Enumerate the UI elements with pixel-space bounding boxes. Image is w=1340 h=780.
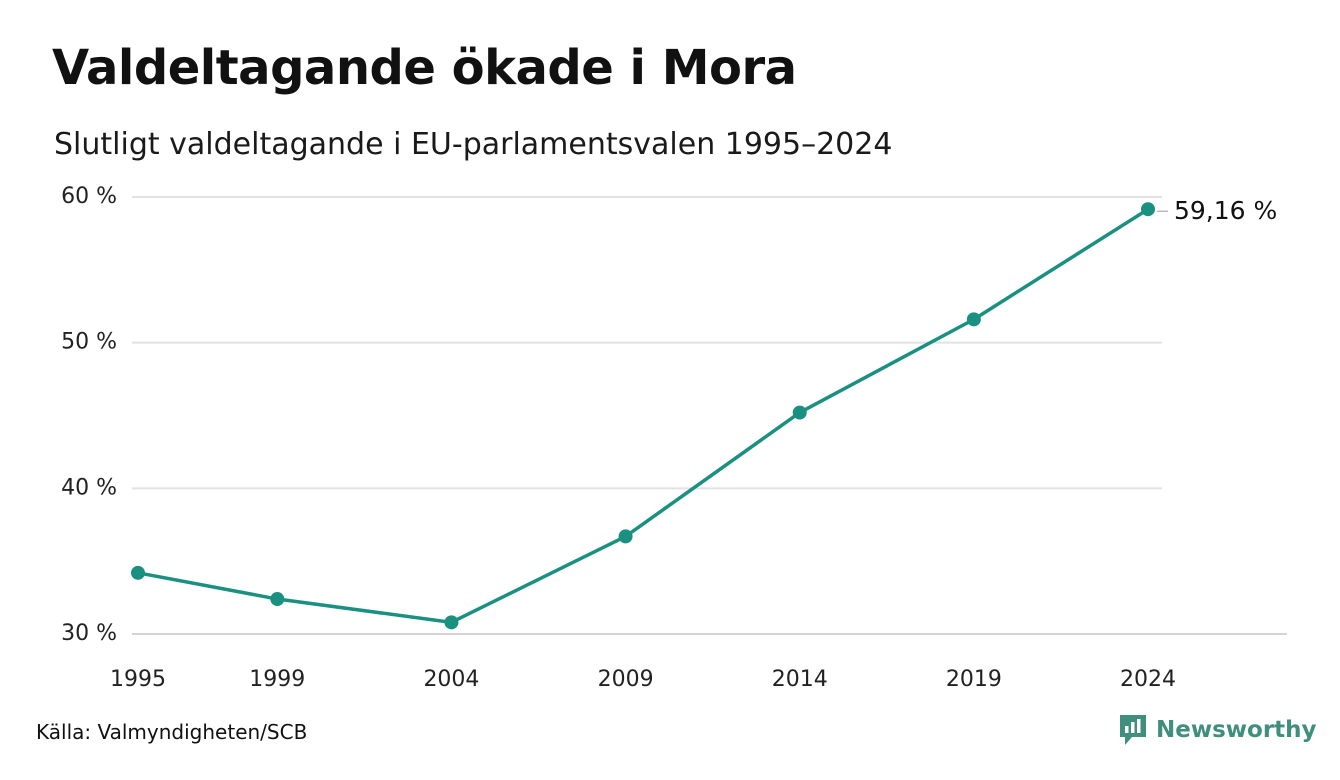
data-point (131, 565, 145, 580)
data-point (792, 405, 807, 420)
x-tick-label: 2014 (772, 667, 828, 692)
brand-logo: Newsworthy (1118, 713, 1317, 747)
chart-title: Valdeltagande ökade i Mora (52, 40, 797, 96)
data-point (1141, 202, 1155, 217)
chart-subtitle: Slutligt valdeltagande i EU-parlamentsva… (54, 127, 893, 162)
x-tick-label: 2004 (423, 667, 479, 692)
x-tick-label: 1995 (110, 667, 166, 692)
data-point (966, 312, 981, 327)
data-point (444, 615, 459, 630)
x-tick-label: 2024 (1120, 667, 1176, 692)
brand-name: Newsworthy (1156, 717, 1317, 743)
line-chart: 30 % 40 % 50 % 60 % 1995 1999 2004 2009 2014 201… (61, 184, 1287, 692)
source-note: Källa: Valmyndigheten/SCB (36, 720, 308, 744)
x-tick-label: 2009 (598, 667, 654, 692)
newsworthy-logo-icon (1120, 715, 1146, 745)
x-tick-label: 2019 (946, 667, 1002, 692)
y-tick-label: 50 % (61, 330, 117, 355)
y-tick-label: 40 % (61, 475, 117, 500)
data-point (270, 592, 285, 607)
end-value-label: 59,16 % (1174, 196, 1277, 225)
series-line (136, 207, 1150, 625)
data-point (618, 529, 633, 544)
y-tick-label: 30 % (61, 621, 117, 646)
x-tick-label: 1999 (249, 667, 305, 692)
y-tick-label: 60 % (61, 184, 117, 209)
